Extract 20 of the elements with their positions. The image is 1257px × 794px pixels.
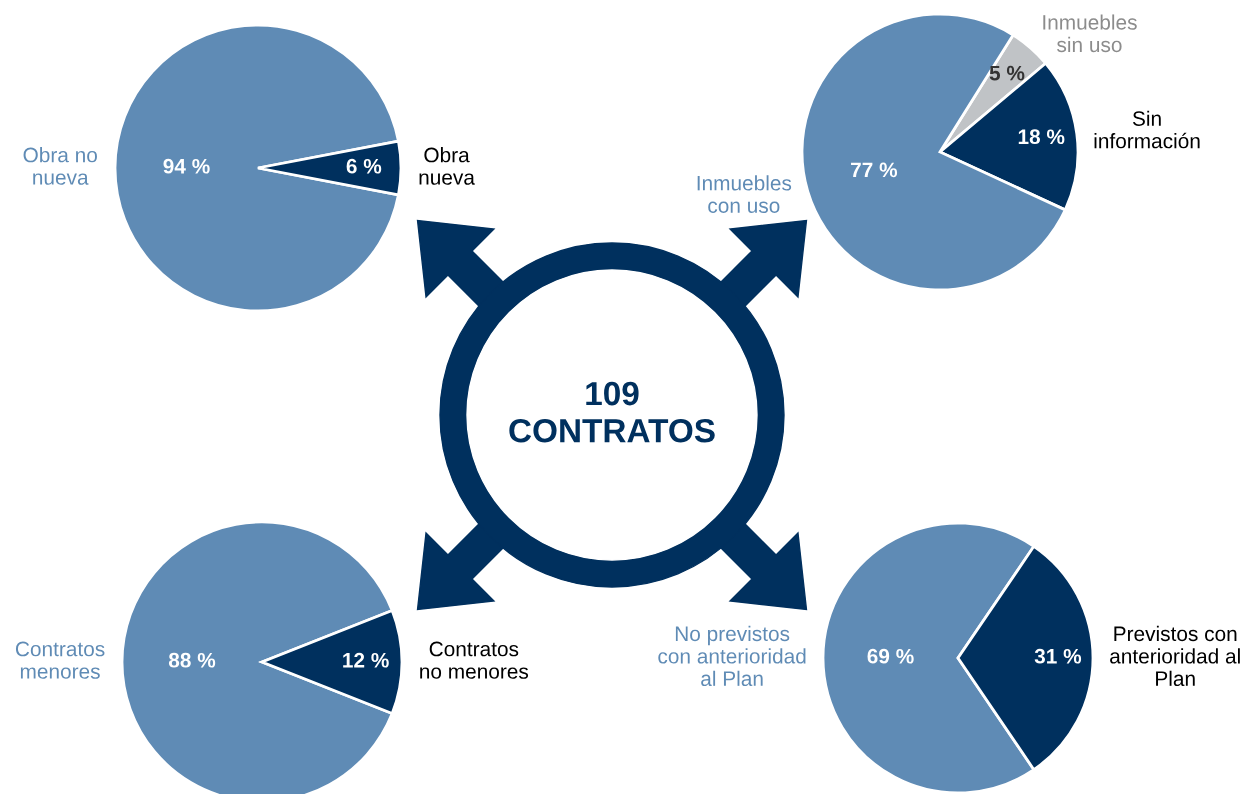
slice-label: Inmuebles sin uso — [1043, 14, 1137, 53]
data-label: 6 % — [346, 158, 382, 174]
data-label: 77 % — [851, 162, 898, 178]
data-label: 18 % — [1018, 129, 1065, 145]
data-label: 12 % — [343, 652, 389, 668]
slice-label: Inmuebles con uso — [697, 175, 792, 213]
data-label: 88 % — [168, 652, 216, 668]
slice-label: Contratos menores — [15, 641, 105, 679]
slice-label: Obra no nueva — [23, 147, 97, 185]
slice-label: Obra nueva — [419, 147, 475, 185]
data-label: 5 % — [989, 65, 1025, 81]
text: 109 CONTRATOS — [509, 381, 715, 443]
slice-label: Sin información — [1094, 110, 1200, 149]
pie-slice — [113, 23, 400, 313]
data-label: 31 % — [1034, 648, 1082, 664]
slice-label: Previstos con anterioridad al Plan — [1110, 625, 1240, 687]
slice-label: No previstos con anterioridad al Plan — [658, 625, 806, 687]
data-label: 94 % — [163, 158, 210, 174]
slice-label: Contratos no menores — [420, 641, 529, 679]
data-label: 69 % — [867, 648, 914, 664]
